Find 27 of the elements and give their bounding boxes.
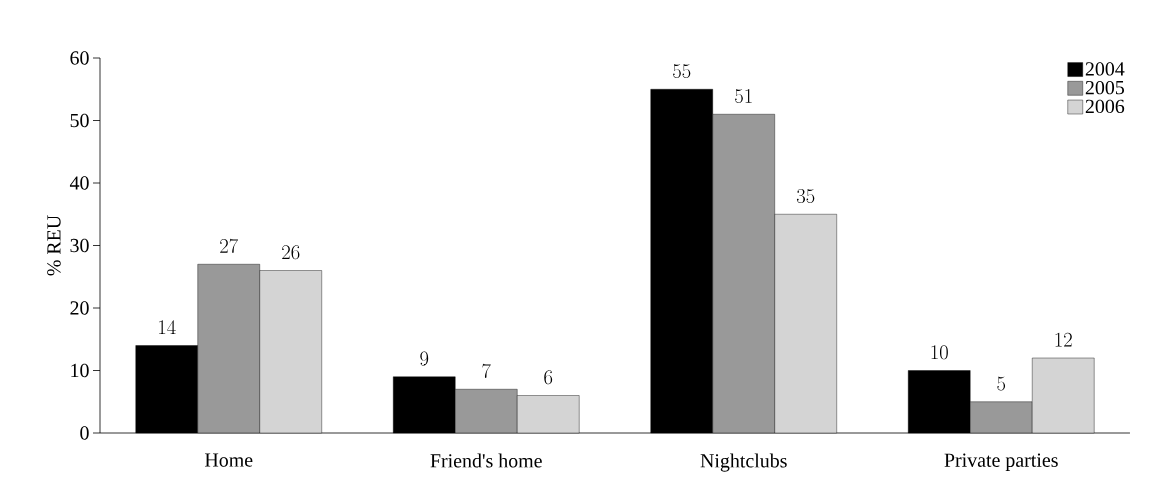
data-label: 35 [796, 189, 815, 204]
x-tick-label: Home [204, 453, 253, 467]
data-label: 51 [735, 89, 752, 104]
legend-label: 2005 [1085, 80, 1125, 95]
data-label: 10 [931, 345, 948, 360]
data-label: 55 [673, 64, 691, 79]
data-label: 7 [482, 363, 491, 379]
data-label: 26 [282, 245, 300, 260]
legend-label: 2006 [1085, 99, 1125, 114]
y-tick-label: 30 [70, 238, 89, 253]
y-tick-label: 50 [70, 113, 89, 128]
y-tick-label: 20 [70, 301, 89, 315]
x-tick-label: Friend's home [430, 453, 542, 468]
data-label: 9 [420, 351, 429, 366]
data-label: 14 [159, 320, 176, 334]
y-tick-label: 40 [69, 176, 89, 190]
data-label: 27 [220, 238, 239, 254]
data-label: 6 [544, 370, 553, 385]
legend-label: 2004 [1085, 62, 1125, 76]
x-tick-label: Nightclubs [700, 453, 787, 472]
x-tick-label: Private parties [944, 453, 1058, 471]
y-tick-label: 10 [71, 363, 89, 378]
y-tick-label: 60 [70, 51, 89, 65]
y-axis-title: % REU [47, 215, 61, 276]
data-label: 12 [1055, 332, 1072, 347]
y-tick-label: 0 [80, 426, 89, 440]
data-label: 5 [997, 376, 1006, 391]
